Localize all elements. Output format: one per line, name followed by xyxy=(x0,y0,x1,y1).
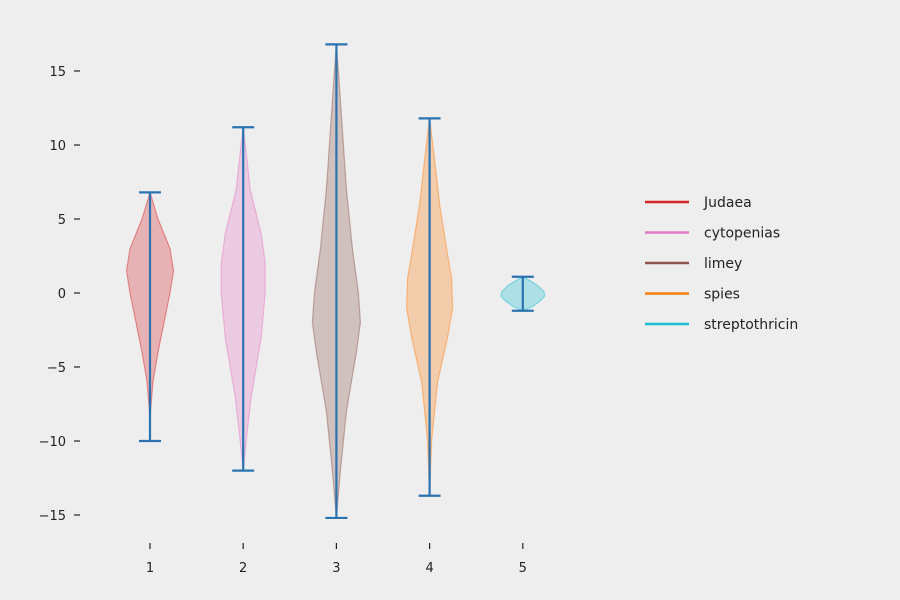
x-axis: 1 2 3 4 5 xyxy=(146,543,527,576)
legend-label-judaea: Judaea xyxy=(703,195,752,211)
y-tick-label: 10 xyxy=(49,139,66,154)
y-tick-label: 5 xyxy=(58,213,66,228)
x-tick-label: 1 xyxy=(146,561,154,576)
legend-label-streptothricin: streptothricin xyxy=(704,317,798,333)
y-axis: 15 10 5 0 −5 −10 −15 xyxy=(39,65,80,524)
x-tick-label: 2 xyxy=(239,561,247,576)
legend-label-cytopenias: cytopenias xyxy=(704,226,780,242)
y-tick-label: −10 xyxy=(39,435,66,450)
legend: Judaea cytopenias limey spies streptothricin xyxy=(645,195,798,333)
y-tick-label: 0 xyxy=(58,287,66,302)
x-tick-label: 3 xyxy=(332,561,340,576)
legend-label-spies: spies xyxy=(704,287,740,303)
y-tick-label: 15 xyxy=(49,65,66,80)
y-tick-label: −5 xyxy=(47,361,66,376)
legend-label-limey: limey xyxy=(704,256,742,272)
x-tick-label: 5 xyxy=(519,561,527,576)
x-tick-label: 4 xyxy=(425,561,433,576)
range-lines-group xyxy=(139,43,534,520)
y-tick-label: −15 xyxy=(39,509,66,524)
